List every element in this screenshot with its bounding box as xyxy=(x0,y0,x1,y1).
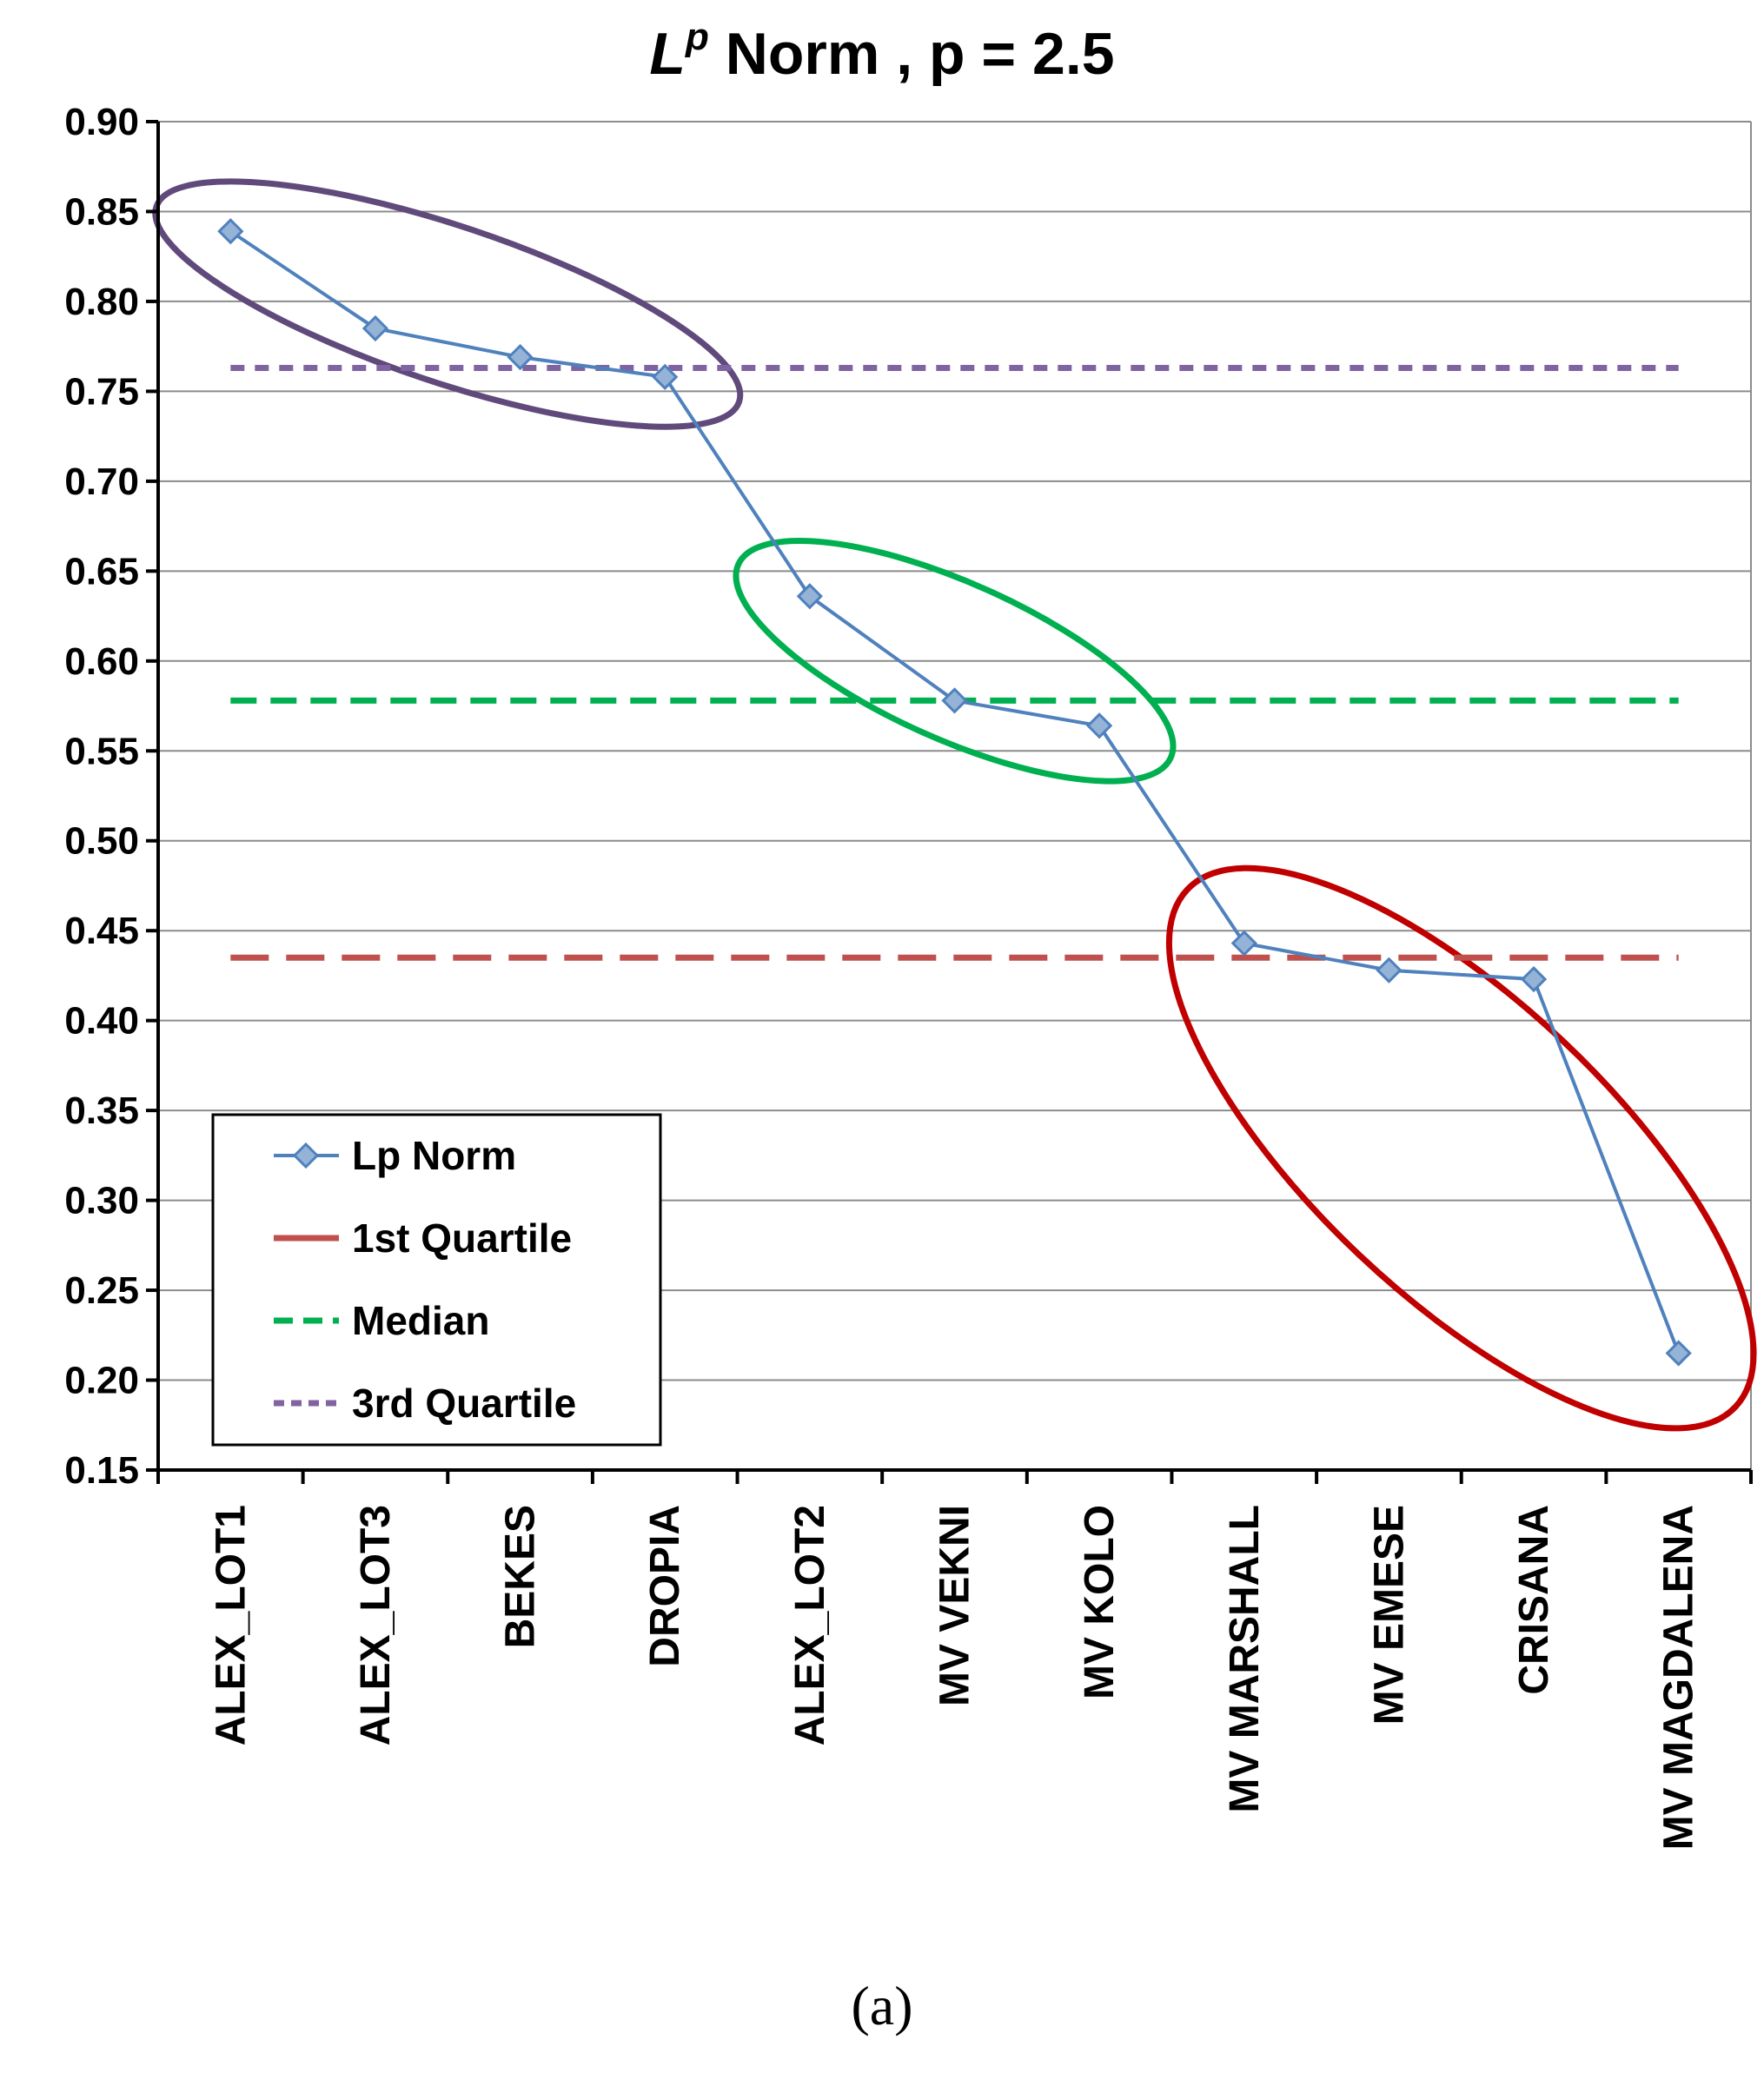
y-tick-label: 0.65 xyxy=(64,550,139,593)
y-tick-label: 0.60 xyxy=(64,640,139,683)
data-point-marker xyxy=(1086,712,1113,739)
data-point-marker xyxy=(1230,930,1257,957)
y-tick-label: 0.45 xyxy=(64,910,139,952)
annotation-ellipse xyxy=(733,538,1177,785)
y-tick-label: 0.55 xyxy=(64,730,139,772)
x-tick-label: ALEX_LOT2 xyxy=(787,1505,833,1745)
annotation-ellipse xyxy=(1165,864,1757,1432)
legend-label: 3rd Quartile xyxy=(352,1381,576,1426)
x-tick-label: ALEX_LOT1 xyxy=(208,1505,254,1745)
y-tick-labels: 0.15 0.20 0.25 0.30 0.35 0.40 0.45 0.50 0.55 0.60… xyxy=(64,101,139,1492)
chart-title-rest: Norm , p = 2.5 xyxy=(709,21,1115,87)
y-tick-label: 0.20 xyxy=(64,1360,139,1402)
chart-title-superscript: p xyxy=(685,16,709,58)
legend-box xyxy=(211,1113,662,1447)
chart-title-l: L xyxy=(649,21,686,87)
y-tick-label: 0.30 xyxy=(64,1180,139,1222)
data-point-marker xyxy=(217,218,244,245)
data-point-marker xyxy=(652,363,679,390)
annotation-ellipse xyxy=(152,178,744,430)
data-point-marker xyxy=(361,315,389,342)
legend-label: Median xyxy=(352,1298,489,1343)
lp-norm-series xyxy=(217,218,1692,1367)
y-tick-label: 0.70 xyxy=(64,460,139,503)
x-tick-label: MV MARSHALL xyxy=(1222,1505,1268,1813)
data-point-marker xyxy=(796,583,823,610)
x-tick-labels: ALEX_LOT1 ALEX_LOT3 BEKES DROPIA ALEX_LOT2 MV… xyxy=(208,1505,1701,1850)
y-tick-label: 0.80 xyxy=(64,281,139,323)
y-tick-label: 0.90 xyxy=(64,101,139,143)
x-tick-label: ALEX_LOT3 xyxy=(353,1505,399,1745)
data-point-marker xyxy=(1665,1340,1692,1367)
y-tick-label: 0.35 xyxy=(64,1089,139,1132)
legend: Lp Norm 1st Quartile Median 3rd Quartile xyxy=(211,1113,662,1447)
x-tick-label: MV EMESE xyxy=(1366,1505,1412,1725)
data-point-marker xyxy=(941,687,968,714)
y-tick-label: 0.85 xyxy=(64,190,139,233)
x-tick-label: DROPIA xyxy=(642,1505,688,1667)
data-point-marker xyxy=(507,343,534,371)
legend-marker xyxy=(292,1142,320,1169)
y-tick-label: 0.25 xyxy=(64,1269,139,1312)
y-tick-label: 0.50 xyxy=(64,820,139,863)
figure-caption: (a) xyxy=(851,1975,912,2037)
data-point-marker xyxy=(1376,957,1403,984)
y-tick-label: 0.40 xyxy=(64,1000,139,1043)
x-tick-label: BEKES xyxy=(498,1505,544,1648)
x-tick-label: CRISANA xyxy=(1511,1505,1557,1695)
x-tick-label: MV VEKNI xyxy=(932,1505,978,1706)
chart-title: Lp Norm , p = 2.5 xyxy=(649,16,1114,87)
x-tick-label: MV MAGDALENA xyxy=(1656,1505,1702,1850)
axes xyxy=(146,120,1753,1484)
y-tick-label: 0.15 xyxy=(64,1449,139,1492)
x-tick-label: MV KOLO xyxy=(1077,1505,1123,1699)
data-point-marker xyxy=(1520,965,1548,993)
y-tick-label: 0.75 xyxy=(64,370,139,413)
legend-label: 1st Quartile xyxy=(352,1215,572,1261)
annotation-ellipses xyxy=(152,178,1757,1432)
legend-label: Lp Norm xyxy=(352,1133,516,1178)
